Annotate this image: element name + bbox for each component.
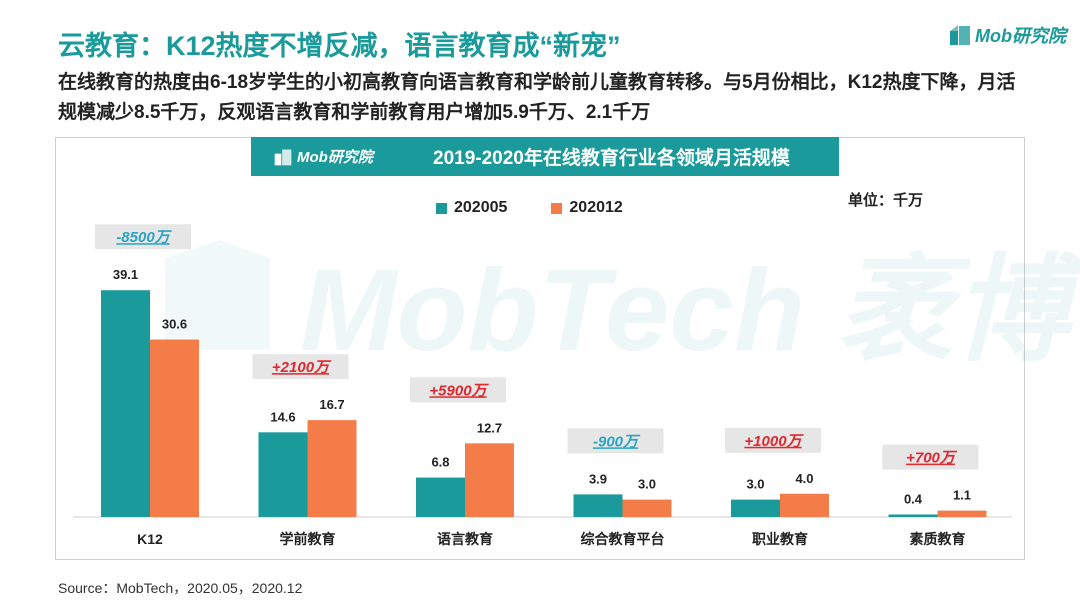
- legend-item-202012: 202012: [551, 199, 623, 217]
- bar-202012-0: [150, 339, 199, 517]
- bar-202005-3: [573, 494, 623, 517]
- unit-label: 单位：千万: [848, 192, 924, 209]
- mob-logo-icon: [274, 149, 292, 165]
- bar-202012-1: [307, 420, 357, 517]
- page-subtitle: 在线教育的热度由6-18岁学生的小初高教育向语言教育和学龄前儿童教育转移。与5月…: [58, 72, 1016, 123]
- x-tick-label: 素质教育: [910, 531, 966, 547]
- data-label: 0.4: [904, 492, 923, 507]
- change-label: -900万: [593, 433, 641, 450]
- data-label: 12.7: [477, 420, 502, 435]
- data-label: 6.8: [431, 455, 449, 470]
- legend-label: 202005: [454, 199, 508, 216]
- bar-202005-2: [416, 477, 465, 517]
- change-badge: [725, 427, 821, 453]
- data-label: 3.0: [746, 477, 764, 492]
- x-tick-label: K12: [137, 531, 163, 547]
- bar-202012-2: [465, 443, 514, 517]
- bar-202005-1: [258, 432, 308, 517]
- bar-202012-3: [622, 499, 672, 517]
- bar-202005-5: [888, 514, 938, 517]
- data-label: 4.0: [795, 471, 813, 486]
- data-label: 1.1: [953, 488, 971, 503]
- brand-logo-text: Mob研究院: [975, 26, 1066, 46]
- chart-legend: 202005 202012: [436, 199, 667, 217]
- change-badge: [567, 428, 664, 454]
- change-badge: [95, 224, 191, 250]
- change-label: -8500万: [116, 229, 172, 246]
- change-label: +700万: [906, 450, 958, 467]
- data-label: 30.6: [162, 317, 187, 332]
- brand-logo: Mob研究院: [948, 20, 1066, 50]
- bar-202005-0: [101, 290, 150, 517]
- change-label: +2100万: [272, 359, 332, 376]
- source-note: Source：MobTech，2020.05，2020.12: [58, 580, 303, 596]
- change-label: +5900万: [429, 382, 489, 399]
- change-badge: [252, 354, 349, 380]
- change-badge: [410, 377, 506, 403]
- chart-title: 2019-2020年在线教育行业各领域月活规模: [433, 148, 790, 169]
- page-title: 云教育：K12热度不增反减，语言教育成“新宠”: [58, 31, 621, 61]
- watermark: MobTech 袤博: [165, 240, 1080, 375]
- legend-swatch: [436, 202, 447, 214]
- banner-logo: Mob研究院: [273, 146, 423, 167]
- legend-item-202005: 202005: [436, 199, 507, 217]
- x-tick-label: 语言教育: [437, 531, 493, 547]
- x-tick-label: 学前教育: [280, 531, 336, 547]
- change-badge: [882, 444, 979, 470]
- bar-202005-4: [731, 499, 780, 517]
- data-label: 3.0: [638, 477, 656, 492]
- watermark-text: MobTech 袤博: [300, 245, 1080, 375]
- x-tick-label: 职业教育: [752, 531, 808, 547]
- bar-202012-5: [937, 510, 987, 517]
- x-tick-label: 综合教育平台: [581, 531, 665, 547]
- data-label: 39.1: [113, 267, 138, 282]
- data-label: 3.9: [589, 471, 607, 486]
- change-label: +1000万: [744, 433, 804, 450]
- chart-title-banner: Mob研究院 2019-2020年在线教育行业各领域月活规模: [251, 137, 839, 176]
- data-label: 16.7: [319, 397, 344, 412]
- bar-202012-4: [780, 493, 829, 517]
- mob-logo-icon: [950, 25, 971, 45]
- legend-swatch: [551, 202, 563, 214]
- legend-label: 202012: [569, 199, 623, 216]
- data-label: 14.6: [270, 409, 295, 424]
- banner-logo-text: Mob研究院: [297, 149, 373, 166]
